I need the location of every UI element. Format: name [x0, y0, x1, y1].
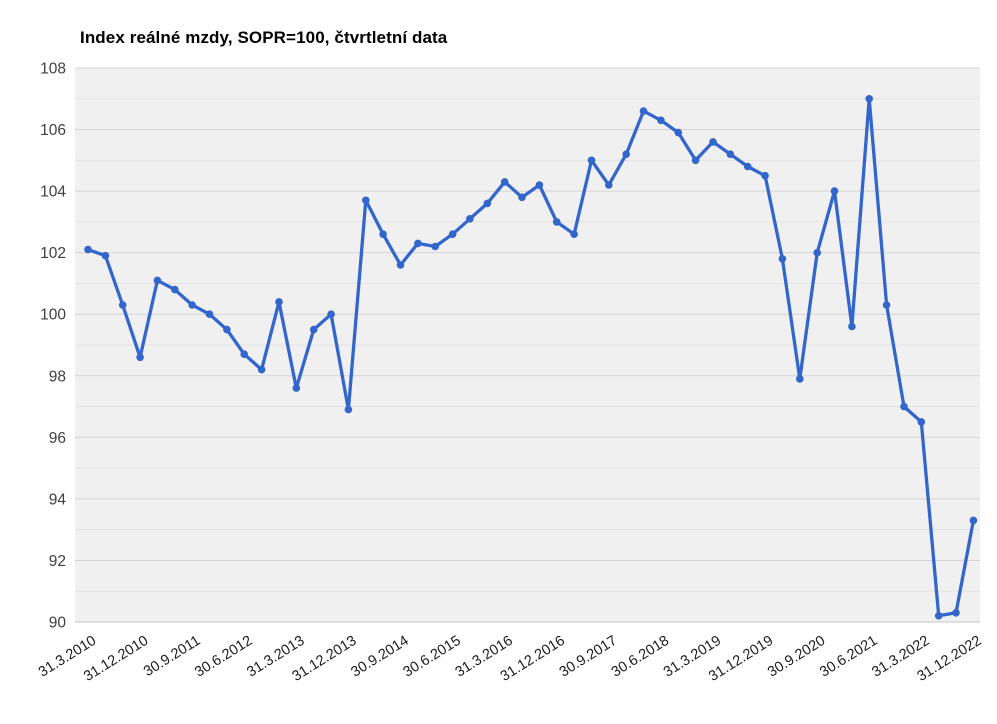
data-point-marker	[448, 230, 457, 238]
y-axis-tick-label: 98	[49, 368, 66, 385]
data-point-marker	[882, 301, 891, 309]
data-point-marker	[171, 285, 179, 294]
data-point-marker	[240, 350, 248, 359]
chart-title: Index reálné mzdy, SOPR=100, čtvrtletní …	[80, 28, 448, 47]
data-point-marker	[309, 325, 318, 334]
x-axis-tick-label: 30.6.2021	[817, 633, 880, 681]
data-point-marker	[952, 609, 960, 617]
data-point-marker	[84, 245, 92, 254]
data-point-marker	[153, 276, 162, 285]
data-point-marker	[518, 193, 526, 202]
data-point-marker	[709, 138, 717, 146]
data-point-marker	[466, 215, 474, 223]
y-axis-tick-label: 96	[49, 430, 66, 447]
data-point-marker	[743, 162, 752, 171]
x-axis-tick-label: 30.9.2011	[141, 633, 203, 680]
data-point-marker	[813, 248, 821, 257]
data-point-marker	[223, 325, 231, 334]
y-axis-tick-label: 108	[40, 61, 66, 78]
y-axis-tick-label: 90	[49, 615, 67, 632]
data-point-marker	[275, 298, 283, 306]
data-point-marker	[674, 128, 683, 137]
data-point-marker	[796, 375, 804, 383]
data-point-marker	[379, 230, 387, 238]
x-axis-tick-label: 30.6.2018	[609, 633, 672, 681]
x-axis-tick-label: 30.6.2015	[401, 633, 464, 681]
data-point-marker	[830, 187, 839, 195]
data-point-marker	[848, 322, 856, 331]
data-point-marker	[917, 418, 926, 426]
x-axis-tick-label: 30.6.2012	[192, 633, 255, 681]
data-point-marker	[414, 239, 422, 248]
x-axis-tick-label: 30.9.2014	[348, 633, 411, 681]
data-point-marker	[587, 156, 596, 165]
data-point-marker	[969, 516, 978, 525]
data-point-marker	[257, 365, 266, 374]
data-point-marker	[570, 230, 578, 238]
y-axis-tick-label: 106	[40, 122, 66, 139]
y-axis-tick-label: 92	[49, 553, 66, 570]
data-point-marker	[934, 612, 943, 620]
data-point-marker	[396, 261, 405, 269]
data-point-marker	[726, 150, 735, 158]
data-point-marker	[205, 310, 214, 319]
data-point-marker	[761, 171, 769, 180]
data-point-marker	[101, 251, 110, 260]
data-point-marker	[118, 301, 127, 309]
y-axis-tick-label: 94	[49, 491, 67, 508]
y-axis-tick-label: 100	[40, 307, 66, 324]
data-point-marker	[657, 116, 665, 125]
data-point-marker	[327, 310, 335, 319]
x-axis-tick-label: 30.9.2020	[765, 633, 828, 681]
data-point-marker	[552, 218, 561, 226]
data-point-marker	[639, 107, 648, 115]
data-point-marker	[778, 254, 787, 263]
data-point-marker	[605, 181, 613, 189]
y-axis-tick-label: 104	[40, 184, 66, 201]
data-point-marker	[292, 384, 301, 392]
data-point-marker	[865, 95, 873, 103]
data-point-marker	[431, 242, 440, 251]
data-point-marker	[188, 301, 196, 309]
data-point-marker	[691, 156, 700, 165]
data-point-marker	[362, 196, 370, 205]
data-point-marker	[483, 199, 492, 208]
data-point-marker	[344, 405, 353, 414]
data-point-marker	[900, 402, 908, 411]
data-point-marker	[136, 353, 144, 362]
wage-index-series-line	[86, 97, 976, 618]
data-point-marker	[535, 181, 544, 189]
data-point-marker	[500, 178, 509, 186]
y-axis-tick-label: 102	[40, 245, 66, 262]
data-point-marker	[622, 150, 630, 158]
x-axis-tick-label: 30.9.2017	[557, 633, 620, 681]
